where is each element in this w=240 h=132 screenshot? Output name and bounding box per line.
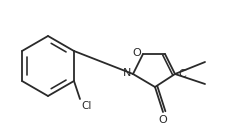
Text: O: O [132,48,141,58]
Text: Cl: Cl [81,101,91,111]
Text: C: C [178,69,186,79]
Text: O: O [159,115,167,125]
Text: N: N [123,68,131,78]
